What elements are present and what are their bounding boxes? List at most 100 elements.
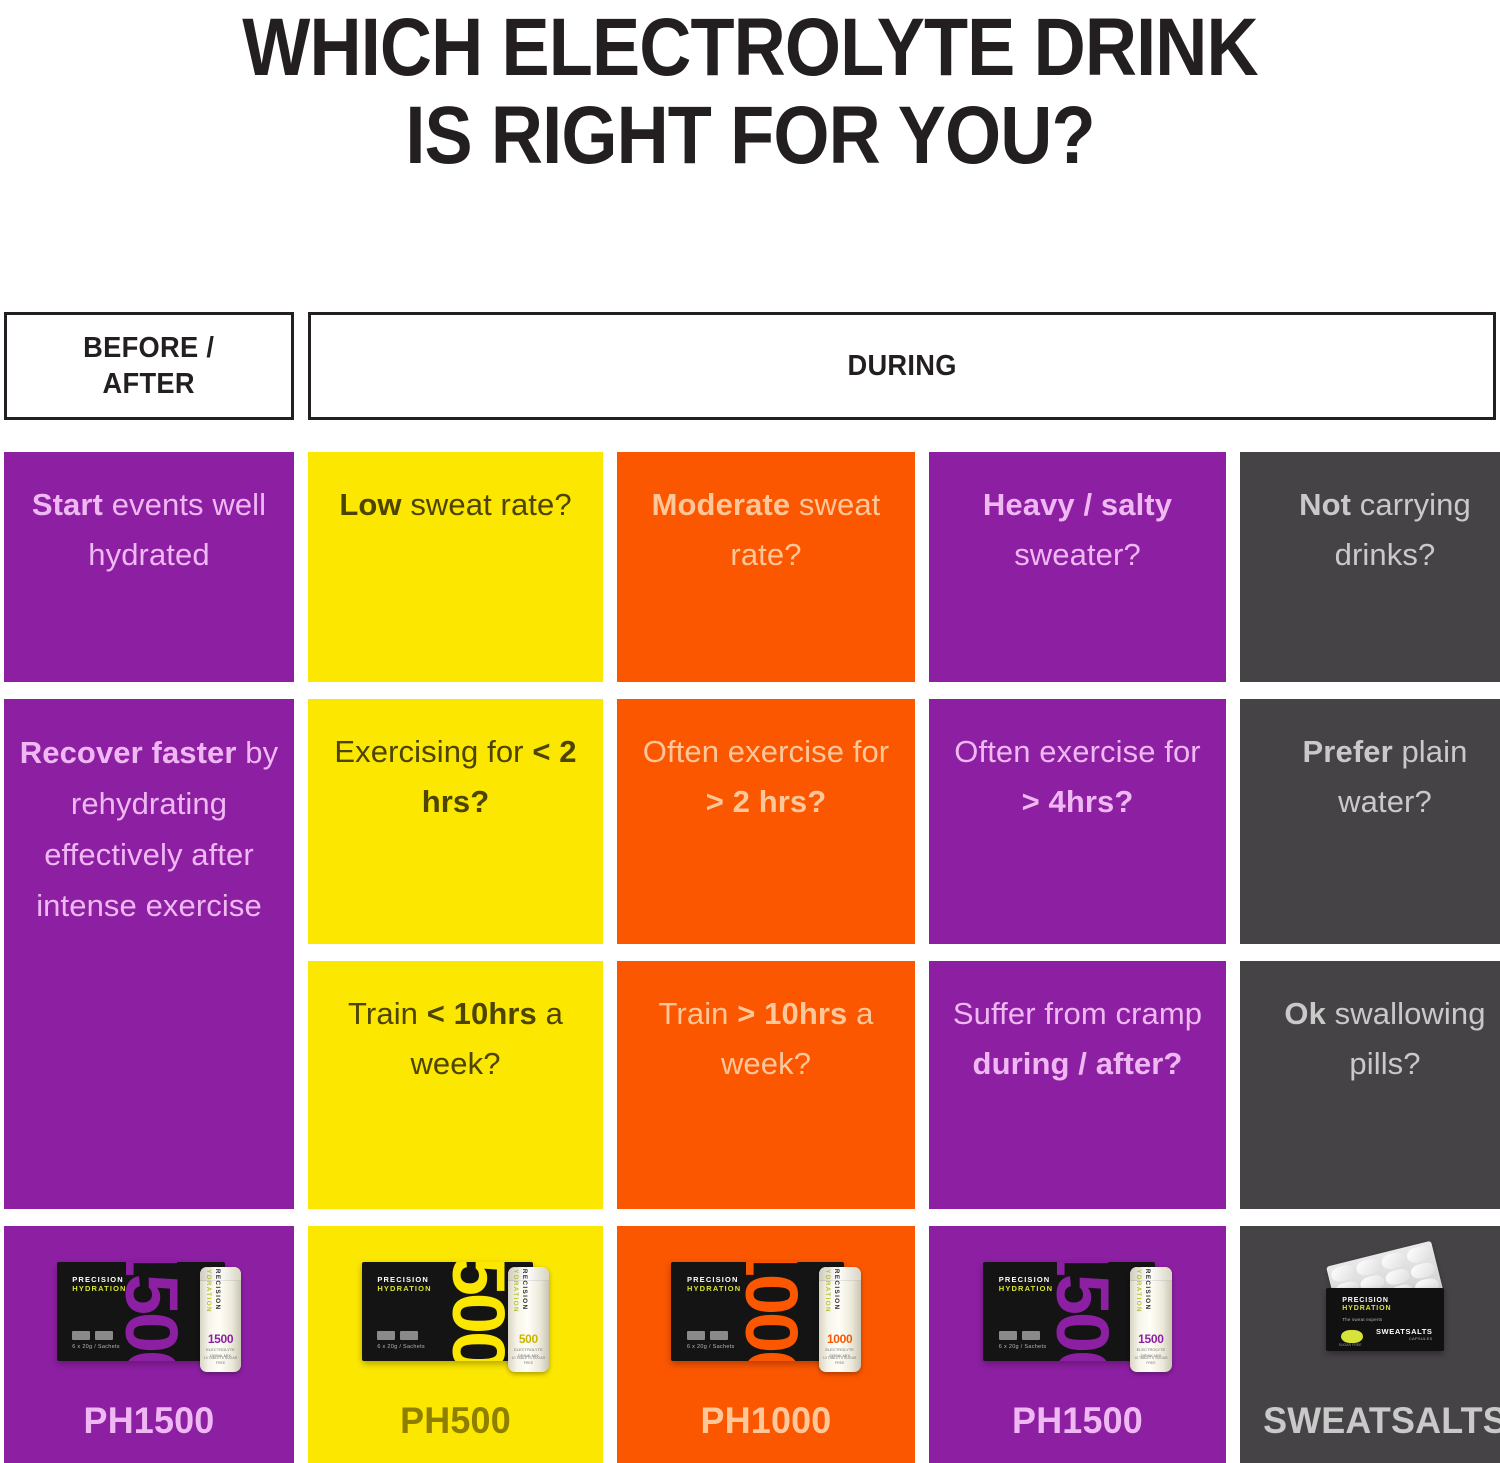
- brand-line-2: HYDRATION: [686, 1284, 742, 1294]
- bold-low: Low: [339, 487, 402, 522]
- bold-heavy: Heavy / salty: [982, 487, 1173, 522]
- cell-text-heavy-r3: Suffer from cramp during / after?: [943, 989, 1212, 1089]
- sweatsalts-product-name: SWEATSALTS CAPSULES: [1376, 1327, 1433, 1341]
- tube-cap-icon: [818, 1267, 861, 1281]
- bold-2hrs: < 2 hrs?: [421, 734, 577, 819]
- header-during: DURING: [308, 312, 1496, 420]
- pre-exercising: Exercising for: [334, 734, 533, 769]
- product-tube-icon: PRECISION HYDRATION 500 ELECTROLYTE DRIN…: [507, 1267, 549, 1372]
- cell-text-moderate-r1: Moderate sweat rate?: [631, 480, 901, 580]
- rest-moderate: sweat rate?: [730, 487, 881, 572]
- sugar-free-badge-icon: [1341, 1330, 1364, 1344]
- brand-line-2: HYDRATION: [377, 1284, 432, 1294]
- box-foot-text: 6 x 20g / Sachets: [377, 1344, 425, 1350]
- rest-prefer: plain water?: [1338, 734, 1468, 819]
- rest-low: sweat rate?: [401, 487, 572, 522]
- sweatsalts-brand: PRECISION HYDRATION The sweat experts: [1342, 1297, 1391, 1323]
- box-foot-text: 6 x 20g / Sachets: [72, 1344, 120, 1350]
- pre-train-lt: Train: [348, 996, 427, 1031]
- cell-text-before-after-r1: Start events well hydrated: [18, 480, 280, 580]
- box-chip-row: [72, 1331, 120, 1340]
- tube-brand-line-1: PRECISION: [213, 1267, 221, 1311]
- rest-recover: by rehydrating effectively after intense…: [36, 735, 279, 923]
- pre-train-gt: Train: [658, 996, 738, 1031]
- tube-cap-icon: [200, 1267, 241, 1281]
- cell-heavy-r1: Heavy / salty sweater?: [929, 452, 1226, 682]
- page-title: WHICH ELECTROLYTE DRINK IS RIGHT FOR YOU…: [0, 0, 1500, 290]
- tube-number: 500: [518, 1332, 538, 1347]
- box-chip-row: [998, 1331, 1047, 1340]
- cell-text-heavy-r1: Heavy / salty sweater?: [943, 480, 1212, 580]
- cell-before-after-r2: Recover faster by rehydrating effectivel…: [4, 699, 294, 1209]
- tube-subtitle: ELECTROLYTE DRINK MIX: [1136, 1346, 1166, 1358]
- box-brand: PRECISION HYDRATION: [72, 1275, 126, 1293]
- tube-brand-line-1: PRECISION: [1143, 1267, 1151, 1311]
- box-footer: 6 x 20g / Sachets: [377, 1331, 425, 1350]
- product-box-icon: 1000 PRECISION HYDRATION 6 x 20g / Sache…: [671, 1262, 844, 1361]
- box-foot-text: 6 x 20g / Sachets: [998, 1344, 1047, 1350]
- sweatsalts-box-icon: PRECISION HYDRATION The sweat experts SU…: [1325, 1287, 1445, 1352]
- header-before-after-line1: BEFORE /: [83, 332, 215, 364]
- brand-line-2: HYDRATION: [998, 1284, 1054, 1294]
- brand-tagline: The sweat experts: [1342, 1317, 1383, 1323]
- vegan-chip-icon: [709, 1331, 728, 1340]
- brand-line-2: HYDRATION: [1342, 1305, 1392, 1313]
- sugar-free-chip-icon: [377, 1331, 396, 1340]
- tube-subtitle: ELECTROLYTE DRINK MIX: [206, 1346, 235, 1358]
- box-big-number: 1000: [729, 1262, 813, 1361]
- tube-footer: 10 TABLETS SUGAR FREE: [1134, 1356, 1168, 1366]
- vegan-chip-icon: [400, 1331, 419, 1340]
- product-cell-ph500[interactable]: 500 PRECISION HYDRATION 6 x 20g / Sachet…: [308, 1226, 603, 1463]
- tube-brand-line-2: HYDRATION: [1135, 1267, 1143, 1313]
- box-big-number: 500: [437, 1262, 521, 1361]
- rest-start: events well hydrated: [88, 487, 267, 572]
- bold-recover: Recover faster: [19, 735, 237, 770]
- product-cell-ph1000[interactable]: 1000 PRECISION HYDRATION 6 x 20g / Sache…: [617, 1226, 915, 1463]
- cell-text-before-after-r2: Recover faster by rehydrating effectivel…: [18, 727, 280, 931]
- tube-brand-line-1: PRECISION: [521, 1267, 529, 1311]
- product-cell-ph1500-before-after[interactable]: 1500 PRECISION HYDRATION 6 x 20g / Sache…: [4, 1226, 294, 1463]
- bold-during-after: during / after?: [972, 1046, 1183, 1081]
- cell-before-after-r1: Start events well hydrated: [4, 452, 294, 682]
- pill-icon: [1354, 1256, 1382, 1277]
- header-during-label: DURING: [847, 350, 957, 382]
- pill-icon: [1329, 1262, 1357, 1284]
- cell-heavy-r2: Often exercise for > 4hrs?: [929, 699, 1226, 944]
- bold-gt4hrs: > 4hrs?: [1021, 784, 1134, 819]
- product-cell-sweatsalts[interactable]: PRECISION HYDRATION The sweat experts SU…: [1240, 1226, 1500, 1463]
- bold-moderate: Moderate: [651, 487, 791, 522]
- product-label-ph500: PH500: [400, 1400, 511, 1441]
- header-before-after: BEFORE / AFTER: [4, 312, 294, 420]
- cell-text-moderate-r2: Often exercise for > 2 hrs?: [631, 727, 901, 827]
- cell-text-not-carrying-r1: Not carrying drinks?: [1254, 480, 1500, 580]
- box-brand: PRECISION HYDRATION: [377, 1275, 431, 1293]
- tube-brand-line-2: HYDRATION: [204, 1267, 212, 1313]
- product-label-ph1500-b: PH1500: [1012, 1400, 1143, 1441]
- tube-number: 1500: [1138, 1332, 1164, 1347]
- cell-text-low-r2: Exercising for < 2 hrs?: [322, 727, 589, 827]
- cell-text-low-r3: Train < 10hrs a week?: [322, 989, 589, 1089]
- product-tube-icon: PRECISION HYDRATION 1500 ELECTROLYTE DRI…: [1130, 1267, 1172, 1372]
- brand-line-2: HYDRATION: [72, 1284, 127, 1294]
- product-box-icon: 1500 PRECISION HYDRATION 6 x 20g / Sache…: [983, 1262, 1156, 1361]
- box-big-number: 1500: [1041, 1262, 1125, 1361]
- tube-brand: PRECISION HYDRATION: [1133, 1267, 1151, 1313]
- product-cell-ph1500-heavy[interactable]: 1500 PRECISION HYDRATION 6 x 20g / Sache…: [929, 1226, 1226, 1463]
- sugar-free-chip-icon: [686, 1331, 705, 1340]
- box-chip-row: [686, 1331, 735, 1340]
- tube-brand-line-1: PRECISION: [832, 1267, 840, 1311]
- product-box-icon: 1500 PRECISION HYDRATION 6 x 20g / Sache…: [57, 1262, 225, 1361]
- bold-prefer: Prefer: [1302, 734, 1393, 769]
- cell-low-r3: Train < 10hrs a week?: [308, 961, 603, 1209]
- brand-line-1: PRECISION: [1342, 1296, 1389, 1304]
- post-train-gt: a week?: [720, 996, 874, 1081]
- box-big-number: 1500: [110, 1262, 194, 1361]
- pre-often-2: Often exercise for: [642, 734, 890, 769]
- product-label-sweatsalts: SWEATSALTS: [1263, 1400, 1500, 1441]
- product-tube-icon: PRECISION HYDRATION 1000 ELECTROLYTE DRI…: [818, 1267, 861, 1372]
- rest-ok: swallowing pills?: [1325, 996, 1486, 1081]
- box-footer: 6 x 20g / Sachets: [686, 1331, 735, 1350]
- product-label-ph1500-a: PH1500: [83, 1400, 215, 1441]
- tube-subtitle: ELECTROLYTE DRINK MIX: [825, 1346, 854, 1358]
- cell-moderate-r1: Moderate sweat rate?: [617, 452, 915, 682]
